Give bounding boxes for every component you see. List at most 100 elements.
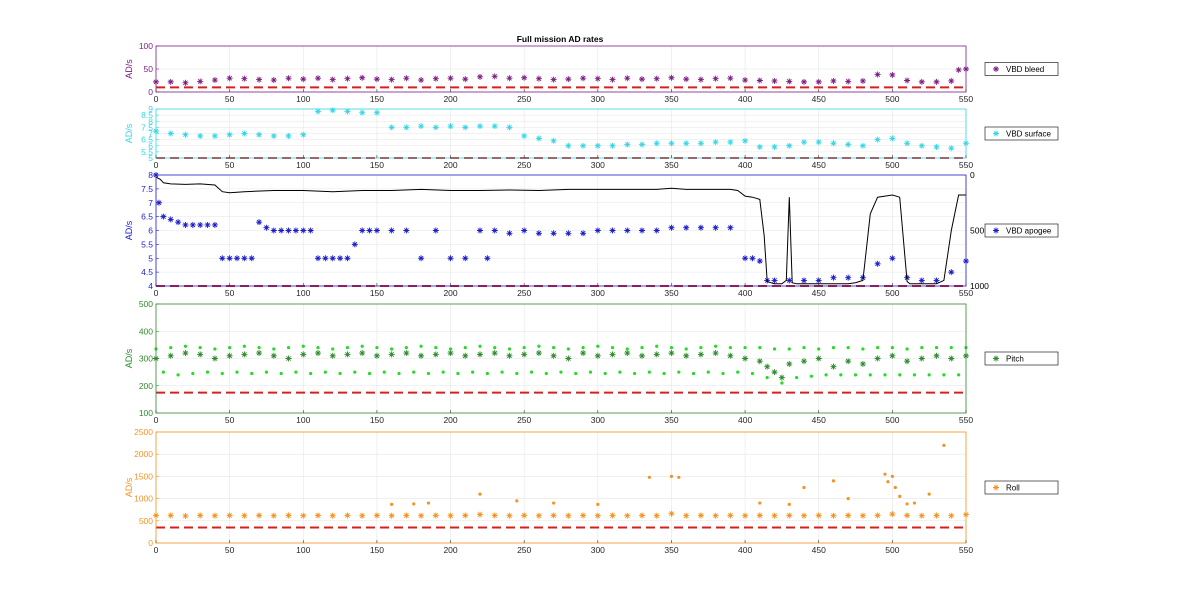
data-point xyxy=(771,277,778,284)
data-point xyxy=(226,131,233,138)
legend-label: Roll xyxy=(1006,484,1020,493)
data-point xyxy=(323,370,327,374)
data-point xyxy=(478,492,482,496)
x-tick-label: 350 xyxy=(664,288,678,298)
x-tick-label: 550 xyxy=(959,160,973,170)
y-axis-label: AD/s xyxy=(124,59,134,79)
data-point xyxy=(456,371,460,376)
data-point xyxy=(714,344,718,348)
data-point xyxy=(360,344,364,348)
x-tick-label: 200 xyxy=(443,288,457,298)
data-point xyxy=(256,350,263,357)
legend: VBD surface xyxy=(984,126,1059,141)
x-tick-label: 300 xyxy=(591,94,605,104)
data-point xyxy=(535,350,542,357)
data-point xyxy=(883,472,887,476)
data-point xyxy=(580,350,587,357)
legend: VBD apogee xyxy=(984,223,1059,238)
y-tick-label: 0 xyxy=(148,87,153,97)
y-axis-label: AD/s xyxy=(124,123,134,143)
x-tick-label: 100 xyxy=(296,545,310,555)
data-point xyxy=(315,512,321,519)
data-point xyxy=(565,76,572,83)
x-tick-label: 100 xyxy=(296,415,310,425)
data-point xyxy=(683,140,690,147)
data-point xyxy=(477,123,483,130)
series-2-1 xyxy=(153,107,969,152)
data-point xyxy=(537,344,541,348)
data-point xyxy=(905,347,909,351)
data-point xyxy=(285,227,292,234)
panel-5: 0 50 100 150 200 250 300 350 400 450 500 550 0 500 100… xyxy=(124,427,1059,555)
data-point xyxy=(462,76,469,83)
y-tick-label: 8.5 xyxy=(141,110,153,120)
data-point xyxy=(874,512,881,519)
x-tick-label: 450 xyxy=(812,94,826,104)
x-tick-label: 400 xyxy=(738,94,752,104)
y2-tick-label: 0 xyxy=(970,170,975,180)
data-point xyxy=(904,358,911,365)
data-point xyxy=(432,512,439,519)
x-tick-label: 250 xyxy=(517,415,531,425)
data-point xyxy=(448,347,453,351)
data-point xyxy=(477,351,483,358)
data-point xyxy=(211,512,218,519)
x-tick-label: 250 xyxy=(517,94,531,104)
data-point xyxy=(359,512,366,519)
data-point xyxy=(521,74,528,81)
data-point xyxy=(883,373,887,377)
y-tick-label: 7 xyxy=(148,129,153,139)
data-point xyxy=(594,352,601,359)
legend-label: VBD apogee xyxy=(1006,227,1052,236)
data-point xyxy=(234,255,240,262)
data-point xyxy=(594,227,601,234)
legend-box xyxy=(984,62,1059,76)
data-point xyxy=(300,351,307,358)
data-point xyxy=(432,227,439,234)
x-tick-label: 550 xyxy=(959,415,973,425)
data-point xyxy=(712,350,719,357)
data-point xyxy=(787,347,791,351)
data-point xyxy=(432,351,439,358)
legend-box xyxy=(984,480,1059,495)
data-point xyxy=(270,77,277,84)
data-point xyxy=(817,347,821,351)
data-point xyxy=(270,512,277,519)
data-point xyxy=(285,132,292,139)
data-point xyxy=(390,502,394,506)
y-tick-label: 7.5 xyxy=(141,122,153,132)
data-point xyxy=(846,497,850,501)
x-tick-label: 400 xyxy=(738,288,752,298)
y-tick-label: 400 xyxy=(139,326,153,336)
data-point xyxy=(256,76,263,83)
data-point xyxy=(471,370,475,374)
data-point xyxy=(462,124,469,131)
x-tick-label: 250 xyxy=(517,545,531,555)
x-tick-label: 500 xyxy=(885,415,899,425)
data-point xyxy=(802,485,806,490)
data-point xyxy=(300,76,307,83)
data-point xyxy=(802,346,806,350)
data-point xyxy=(683,76,690,83)
data-point xyxy=(845,274,852,281)
y-tick-label: 1500 xyxy=(134,471,153,481)
data-point xyxy=(756,512,763,519)
x-tick-label: 100 xyxy=(296,94,310,104)
data-point xyxy=(625,347,629,351)
data-point xyxy=(815,78,822,85)
data-point xyxy=(404,346,408,350)
legend-marker xyxy=(993,484,999,491)
data-point xyxy=(756,358,763,365)
data-point xyxy=(351,241,358,248)
data-point xyxy=(331,347,335,351)
data-point xyxy=(329,255,336,262)
data-point xyxy=(596,502,600,506)
data-point xyxy=(697,224,704,231)
data-point xyxy=(948,355,955,362)
data-point xyxy=(893,485,897,490)
data-point xyxy=(161,370,165,374)
data-point xyxy=(574,371,578,376)
data-point xyxy=(639,76,645,83)
data-point xyxy=(167,78,174,85)
data-point xyxy=(491,350,498,357)
